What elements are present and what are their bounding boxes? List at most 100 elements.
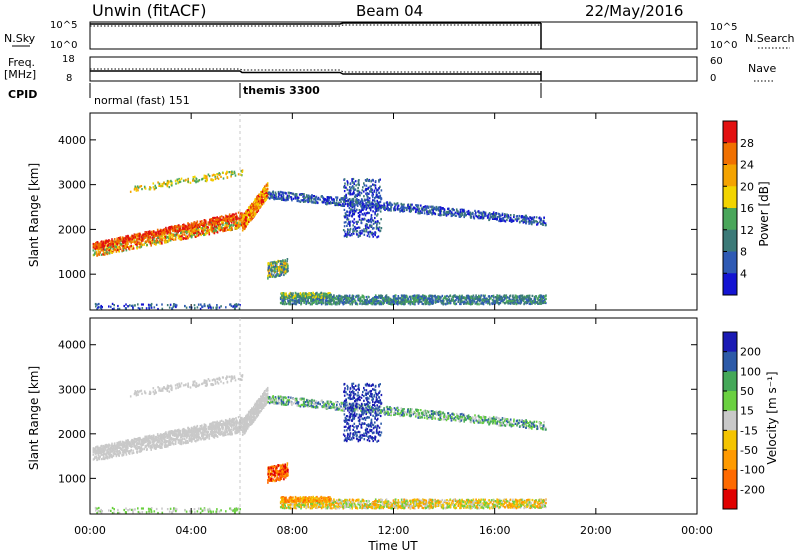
power-cell-2 [203,176,206,180]
power-cell-6 [430,300,432,303]
power-cell-1 [159,231,162,235]
power-cell-7 [108,305,110,308]
power-cell-6 [339,301,341,304]
power-cell-5 [270,275,273,278]
power-cell-8 [345,194,347,197]
power-cell-6 [413,301,415,304]
power-cell-6 [437,300,440,303]
power-cell-4 [430,211,432,214]
power-cell-1 [147,235,150,239]
power-cell-1 [228,214,231,217]
power-cell-8 [372,219,375,222]
power-cell-1 [173,228,175,231]
power-cell-4 [367,200,369,203]
power-cell-4 [314,197,317,200]
power-cell-1 [233,218,236,221]
power-cell-0 [171,236,174,239]
power-cell-1 [196,220,199,223]
power-cell-3 [262,194,264,197]
power-cell-6 [515,296,518,299]
power-cell-3 [258,207,260,210]
power-cell-6 [374,300,377,303]
power-cell-0 [222,227,225,230]
power-cell-4 [518,217,520,220]
power-cell-2 [163,182,165,185]
power-cell-0 [236,225,238,228]
power-cell-4 [439,212,442,215]
power-cell-7 [129,304,131,307]
power-cell-8 [362,208,364,212]
power-cell-1 [159,229,161,232]
power-cell-4 [489,213,492,216]
power-cell-6 [429,294,431,297]
power-cell-1 [96,241,99,244]
power-cell-8 [349,186,351,189]
power-cell-4 [506,215,508,218]
power-cell-6 [421,297,423,300]
power-cell-4 [543,221,545,224]
power-cell-2 [211,178,214,181]
power-cell-0 [225,223,227,226]
power-cell-6 [421,295,423,298]
power-cell-4 [434,213,437,216]
power-cell-0 [233,222,236,226]
power-cell-1 [167,229,170,232]
power-cell-4 [272,196,275,199]
power-cell-4 [435,208,438,211]
power-cell-5 [287,264,289,267]
power-cell-4 [333,201,335,204]
cpid-mode-2: themis 3300 [243,84,320,97]
power-cell-0 [197,226,200,230]
power-cell-6 [465,298,467,301]
power-cell-0 [225,226,227,229]
power-cell-6 [538,299,540,302]
power-cell-0 [175,232,178,235]
power-cell-2 [206,177,208,180]
power-cell-0 [193,233,195,236]
power-cell-0 [239,218,242,221]
power-cell-4 [464,214,467,217]
power-cell-6 [487,302,489,305]
power-cell-6 [349,299,351,302]
power-cell-6 [473,300,476,303]
power-cell-0 [235,219,238,222]
power-cell-5 [269,272,272,275]
power-cell-8 [372,235,374,238]
power-cell-4 [448,211,451,215]
power-cell-5 [272,261,274,264]
power-cell-4 [303,196,305,199]
power-cell-0 [197,228,199,231]
power-cell-6 [498,295,501,298]
power-cell-6 [516,299,518,303]
power-cell-6 [446,294,448,298]
power-cell-2 [149,188,152,191]
power-cell-4 [457,210,459,213]
power-cell-4 [480,215,483,218]
power-cell-6 [308,301,311,304]
power-cell-0 [127,245,130,249]
power-cell-1 [210,219,213,222]
power-cell-6 [374,303,377,306]
power-cell-0 [209,226,212,229]
power-cell-7 [168,306,171,309]
power-cell-8 [363,198,366,201]
power-cell-7 [117,304,119,308]
power-cell-4 [482,212,484,215]
power-cell-4 [323,199,325,202]
power-cell-6 [354,295,357,299]
power-cell-3 [257,209,260,212]
power-cell-1 [109,244,111,247]
power-cell-4 [479,217,481,220]
power-cell-8 [371,202,374,205]
power-cell-8 [351,206,354,209]
power-cell-0 [206,226,208,229]
power-cell-6 [431,294,434,297]
power-cell-4 [456,212,459,215]
power-cell-7 [207,306,210,309]
power-cell-8 [372,199,374,202]
power-cell-6 [363,302,365,305]
power-cell-7 [232,305,235,308]
power-cell-6 [454,300,456,303]
power-cell-4 [455,208,458,211]
power-cell-0 [227,223,230,226]
